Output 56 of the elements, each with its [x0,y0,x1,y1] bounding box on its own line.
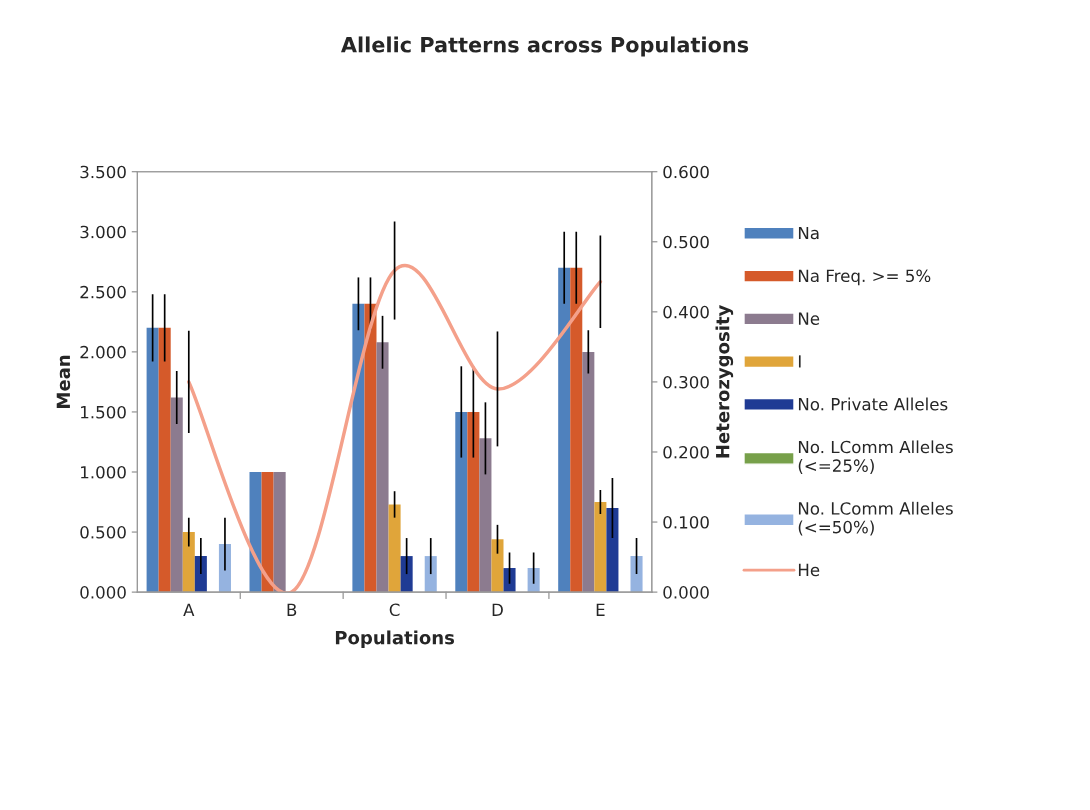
bar [364,303,377,593]
bar [352,303,365,593]
y-tick-label: 2.000 [80,345,126,359]
bar [261,472,274,593]
y-tick-label: 3.000 [80,225,126,239]
bar [376,342,389,593]
y-tick-label: 3.500 [80,165,126,179]
legend-label: I [798,355,801,368]
y2-tick-label: 0.200 [663,445,709,459]
y-tick-label: 2.500 [80,285,126,299]
legend-label: Na Freq. >= 5% [798,269,931,286]
legend-label: Ne [798,312,820,325]
bar [503,568,516,593]
y2-tick-label: 0.000 [663,586,709,599]
bar [527,568,540,593]
y2-tick-label: 0.600 [663,165,709,179]
bar [273,472,286,593]
bar [630,556,643,593]
bar [594,502,607,593]
x-tick-label: B [287,603,297,616]
y2-tick-label: 0.300 [663,375,709,389]
legend-label: Na [798,226,819,240]
bar [570,267,583,593]
legend-label: No. LComm Alleles (<=50%) [798,501,953,536]
x-tick-label: C [389,603,400,617]
bar [606,508,619,593]
legend-label: He [798,563,820,577]
chart-title: Allelic Patterns across Populations [340,36,749,57]
bar [182,532,195,593]
y-tick-label: 1.000 [81,465,126,479]
bar [170,397,183,593]
bar [558,267,571,593]
bar [455,411,468,593]
bar [491,539,504,593]
legend-label: No. LComm Alleles (<=25%) [798,440,953,474]
bar [249,472,262,593]
y-tick-label: 1.500 [81,405,126,419]
bar [388,504,401,593]
x-axis-title: Populations [335,630,455,648]
y2-tick-label: 0.400 [663,305,709,319]
y2-axis-title: Heterozygosity [715,305,734,458]
x-tick-label: A [183,603,195,616]
bar [479,438,492,593]
x-tick-label: D [492,603,503,616]
bar [582,351,595,593]
y2-tick-label: 0.100 [663,516,709,529]
bar [467,411,480,593]
y-axis-title: Mean [56,355,71,408]
bar [146,327,159,593]
y-tick-label: 0.000 [80,586,126,599]
bar [400,556,413,593]
legend-label: No. Private Alleles [798,397,948,411]
bar [158,327,171,593]
x-tick-label: E [596,603,605,616]
y-tick-label: 0.500 [80,526,126,539]
y2-tick-label: 0.500 [663,235,709,249]
